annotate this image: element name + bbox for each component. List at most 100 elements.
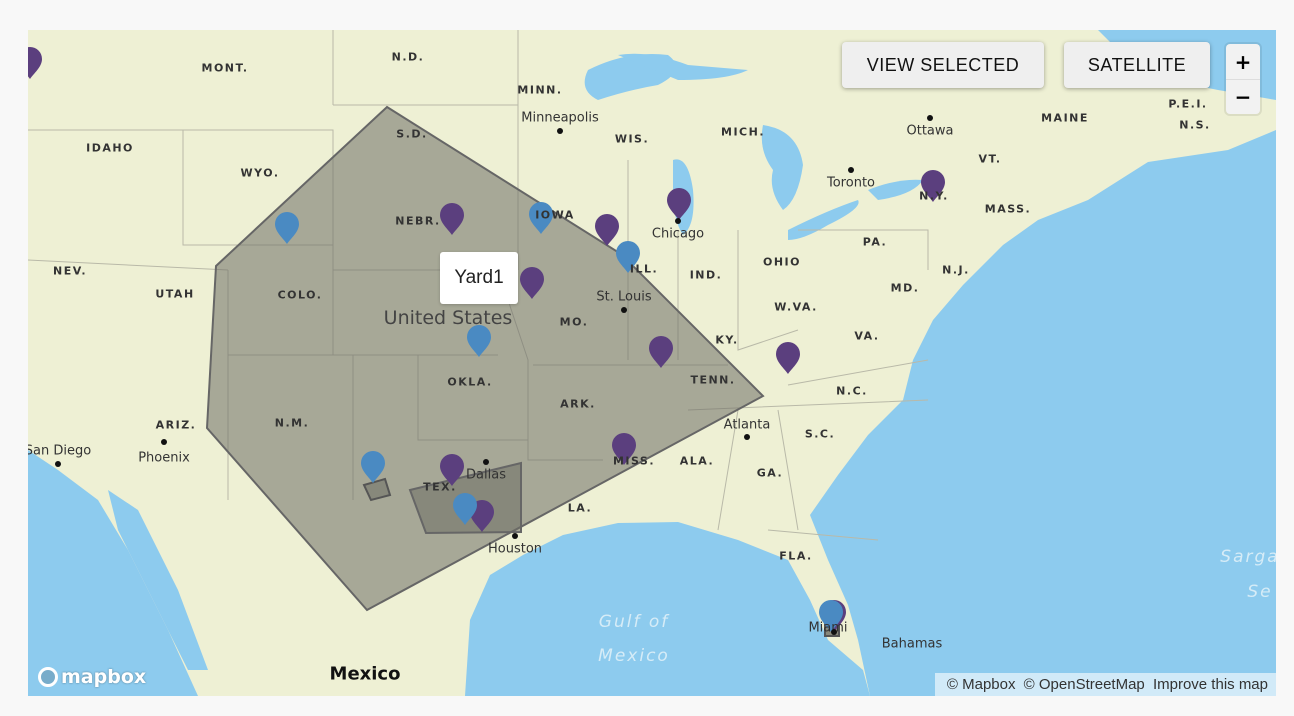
state-label: N.Y. <box>919 189 949 203</box>
city-label: Dallas <box>466 467 506 483</box>
city-dot <box>927 115 933 121</box>
water-label: Gulf of <box>598 612 670 632</box>
state-label: VA. <box>854 329 880 343</box>
state-label: FLA. <box>779 549 813 563</box>
city-dot <box>744 434 750 440</box>
state-label: MISS. <box>612 454 656 468</box>
state-label: TENN. <box>690 373 736 387</box>
state-label: N.S. <box>1179 118 1211 132</box>
purple-map-marker[interactable] <box>440 203 464 235</box>
state-label: ARK. <box>560 397 596 411</box>
blue-map-marker[interactable] <box>529 202 553 234</box>
city-dot <box>55 461 61 467</box>
state-label: IND. <box>689 268 723 282</box>
state-label: ARIZ. <box>155 418 197 432</box>
city-label: San Diego <box>28 443 92 459</box>
purple-map-marker[interactable] <box>612 433 636 465</box>
blue-map-marker[interactable] <box>467 325 491 357</box>
state-label: P.E.I. <box>1168 97 1208 111</box>
yard-area[interactable] <box>362 477 392 502</box>
state-label: W.VA. <box>774 300 818 314</box>
state-label: MASS. <box>984 202 1032 216</box>
purple-map-marker[interactable] <box>649 336 673 368</box>
state-label: NEBR. <box>395 214 441 228</box>
state-label: TEX. <box>423 480 457 494</box>
state-label: N.D. <box>391 50 425 64</box>
zoom-out-button[interactable]: − <box>1226 79 1260 114</box>
state-label: MINN. <box>517 83 563 97</box>
state-label: MAINE <box>1041 111 1089 125</box>
state-label: S.C. <box>804 427 836 441</box>
purple-map-marker[interactable] <box>440 454 464 486</box>
state-label: S.D. <box>396 127 428 141</box>
state-label: MICH. <box>721 125 765 139</box>
map-tooltip: Yard1 <box>440 252 518 304</box>
state-label: ALA. <box>679 454 715 468</box>
city-label: Atlanta <box>723 417 771 433</box>
zoom-in-button[interactable]: + <box>1226 44 1260 79</box>
purple-map-marker[interactable] <box>921 170 945 202</box>
water-label: Sarga <box>1220 547 1276 567</box>
purple-map-marker[interactable] <box>595 214 619 246</box>
state-label: N.C. <box>836 384 868 398</box>
country-label: United States <box>383 307 513 329</box>
state-label: IOWA <box>535 208 575 222</box>
state-label: COLO. <box>277 288 323 302</box>
purple-map-marker[interactable] <box>776 342 800 374</box>
osm-attribution-link[interactable]: © OpenStreetMap <box>1023 676 1145 693</box>
blue-map-marker[interactable] <box>819 600 843 632</box>
city-dot <box>621 307 627 313</box>
state-label: IDAHO <box>86 141 134 155</box>
state-label: UTAH <box>155 287 195 301</box>
attribution: © Mapbox © OpenStreetMap Improve this ma… <box>934 673 1276 696</box>
city-label: Ottawa <box>906 123 954 139</box>
city-dot <box>512 533 518 539</box>
satellite-button[interactable]: SATELLITE <box>1064 42 1210 88</box>
city-label: St. Louis <box>596 289 652 305</box>
place-label: Bahamas <box>881 636 943 652</box>
state-label: WYO. <box>240 166 280 180</box>
state-label: N.M. <box>274 416 310 430</box>
purple-map-marker[interactable] <box>28 47 42 79</box>
state-label: PA. <box>862 235 888 249</box>
city-dot <box>161 439 167 445</box>
water <box>28 30 1276 696</box>
country-label: Mexico <box>329 663 401 685</box>
state-label: MONT. <box>201 61 249 75</box>
improve-map-link[interactable]: Improve this map <box>1152 676 1268 693</box>
state-label: KY. <box>715 333 739 347</box>
city-label: Miami <box>808 620 848 636</box>
city-dot <box>557 128 563 134</box>
state-label: WIS. <box>614 132 650 146</box>
city-label: Chicago <box>651 226 705 242</box>
city-label: Phoenix <box>138 450 190 466</box>
mapbox-logo[interactable]: mapbox <box>38 666 146 688</box>
state-label: MO. <box>559 315 589 329</box>
blue-map-marker[interactable] <box>275 212 299 244</box>
city-dot <box>848 167 854 173</box>
map-canvas[interactable]: MONT. N.D. MINN. WIS. MICH. S.D. IDAHO WYO. NEBR… <box>28 30 1276 696</box>
city-dot <box>483 459 489 465</box>
city-label: Minneapolis <box>521 110 599 126</box>
purple-map-marker[interactable] <box>667 188 691 220</box>
state-label: OKLA. <box>447 375 493 389</box>
blue-map-marker[interactable] <box>453 493 477 525</box>
state-label: NEV. <box>53 264 87 278</box>
purple-map-marker[interactable] <box>520 267 544 299</box>
city-label: Toronto <box>827 175 875 191</box>
state-label: GA. <box>756 466 784 480</box>
view-selected-button[interactable]: VIEW SELECTED <box>842 42 1044 88</box>
zoom-control: + − <box>1226 44 1260 114</box>
water-label: Se <box>1247 582 1273 602</box>
blue-map-marker[interactable] <box>616 241 640 273</box>
state-label: VT. <box>978 152 1002 166</box>
state-label: OHIO <box>762 255 802 269</box>
city-label: Houston <box>487 541 543 557</box>
city-dot <box>675 218 681 224</box>
city-dot <box>831 629 837 635</box>
state-label: ILL. <box>629 262 659 276</box>
mapbox-attribution-link[interactable]: © Mapbox <box>946 676 1016 693</box>
state-label: N.J. <box>942 263 970 277</box>
state-label: MD. <box>890 281 920 295</box>
blue-map-marker[interactable] <box>361 451 385 483</box>
